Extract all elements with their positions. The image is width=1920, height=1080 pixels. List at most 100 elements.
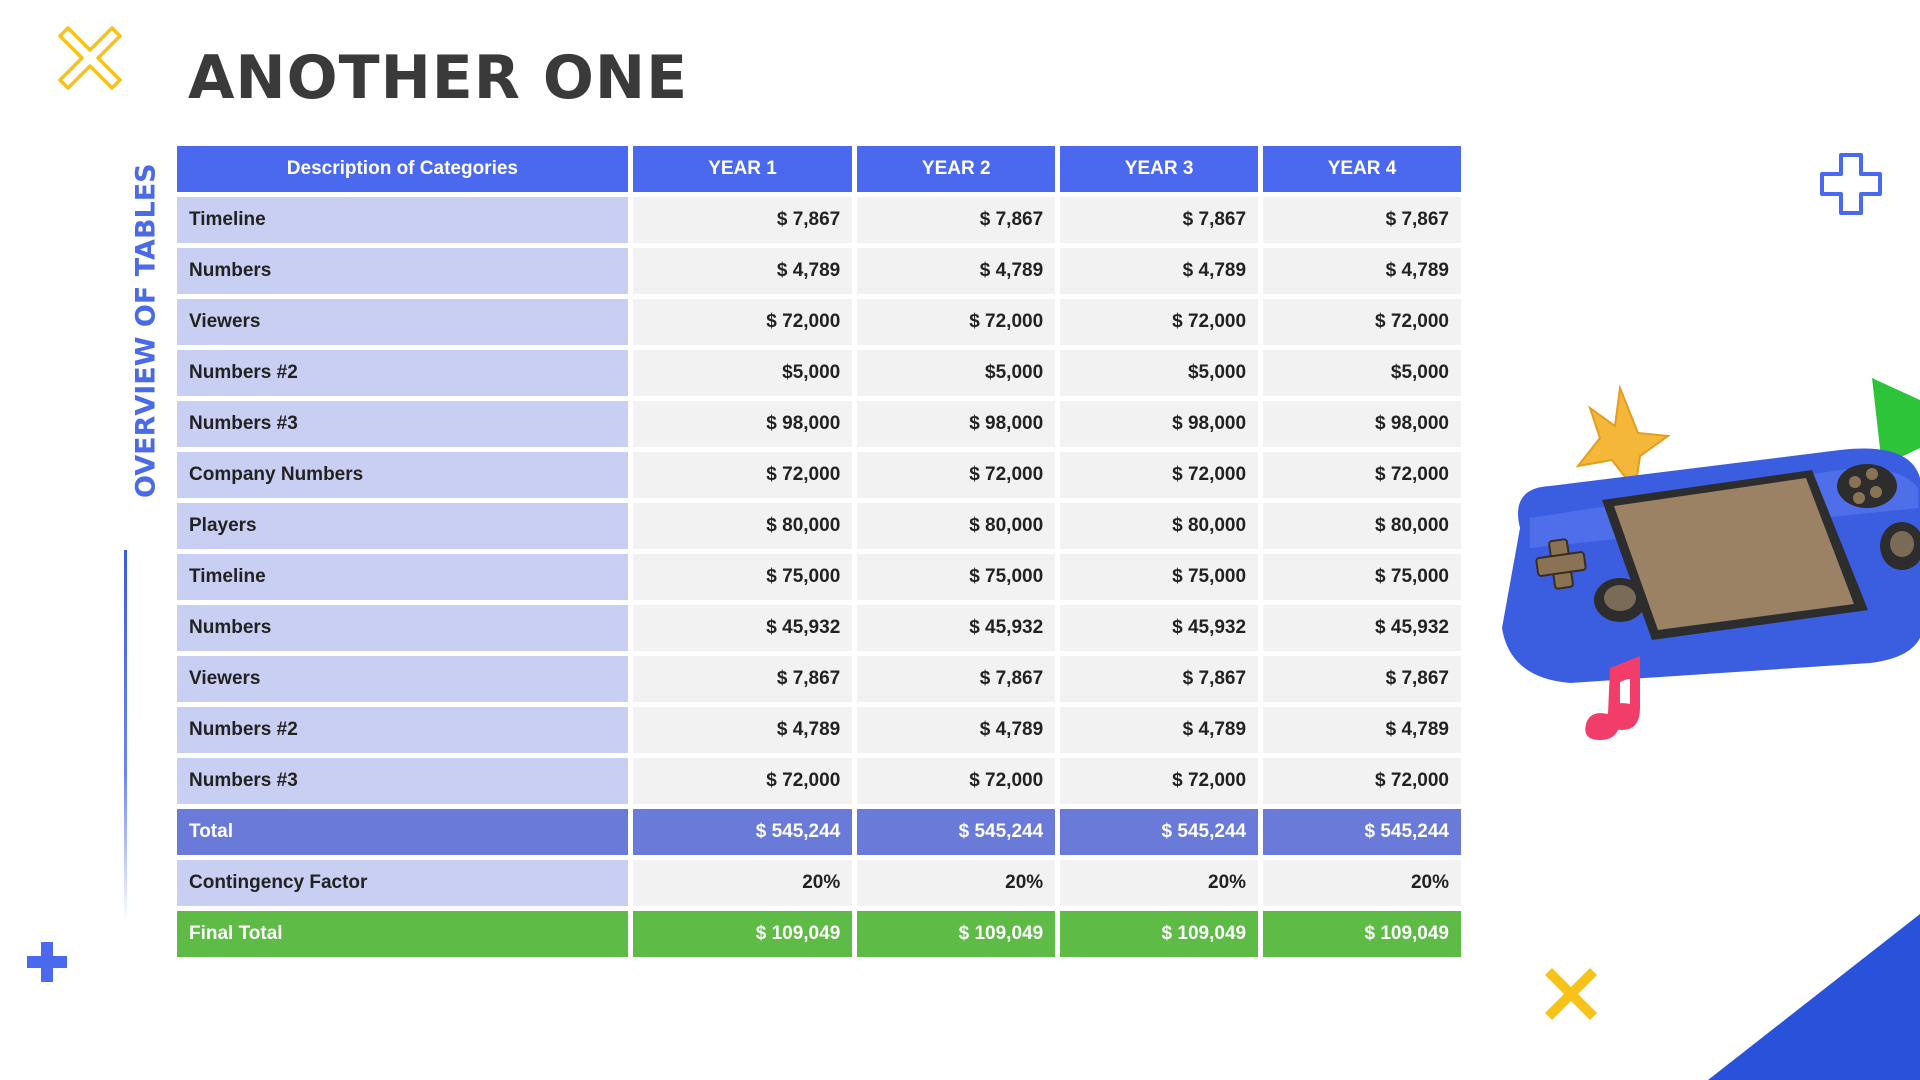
table-row: Numbers $ 4,789 $ 4,789 $ 4,789 $ 4,789 bbox=[177, 248, 1461, 294]
row-value: $5,000 bbox=[857, 350, 1056, 396]
table-row: Company Numbers $ 72,000 $ 72,000 $ 72,0… bbox=[177, 452, 1461, 498]
row-value: $ 72,000 bbox=[857, 758, 1056, 804]
contingency-value: 20% bbox=[1060, 860, 1259, 906]
final-total-row: Final Total $ 109,049 $ 109,049 $ 109,04… bbox=[177, 911, 1461, 957]
final-total-label: Final Total bbox=[177, 911, 628, 957]
row-label: Players bbox=[177, 503, 628, 549]
row-value: $ 4,789 bbox=[632, 248, 853, 294]
play-triangle-icon bbox=[1872, 378, 1920, 466]
row-label: Numbers bbox=[177, 248, 628, 294]
table-row: Numbers $ 45,932 $ 45,932 $ 45,932 $ 45,… bbox=[177, 605, 1461, 651]
row-value: $ 72,000 bbox=[632, 758, 853, 804]
header-description: Description of Categories bbox=[177, 146, 628, 192]
row-value: $ 7,867 bbox=[632, 656, 853, 702]
row-label: Timeline bbox=[177, 554, 628, 600]
table-row: Numbers #2 $5,000 $5,000 $5,000 $5,000 bbox=[177, 350, 1461, 396]
row-value: $ 80,000 bbox=[1060, 503, 1259, 549]
row-value: $ 4,789 bbox=[857, 707, 1056, 753]
table-row: Players $ 80,000 $ 80,000 $ 80,000 $ 80,… bbox=[177, 503, 1461, 549]
total-label: Total bbox=[177, 809, 628, 855]
contingency-value: 20% bbox=[632, 860, 853, 906]
row-value: $ 75,000 bbox=[632, 554, 853, 600]
row-label: Timeline bbox=[177, 197, 628, 243]
row-value: $ 75,000 bbox=[1263, 554, 1461, 600]
total-row: Total $ 545,244 $ 545,244 $ 545,244 $ 54… bbox=[177, 809, 1461, 855]
header-year-3: YEAR 3 bbox=[1060, 146, 1259, 192]
row-value: $ 45,932 bbox=[632, 605, 853, 651]
total-value: $ 545,244 bbox=[857, 809, 1056, 855]
table-row: Numbers #3 $ 98,000 $ 98,000 $ 98,000 $ … bbox=[177, 401, 1461, 447]
row-value: $ 7,867 bbox=[1060, 656, 1259, 702]
side-section-label: OVERVIEW OF TABLES bbox=[130, 163, 162, 498]
row-label: Viewers bbox=[177, 299, 628, 345]
row-value: $ 72,000 bbox=[1263, 299, 1461, 345]
final-total-value: $ 109,049 bbox=[1263, 911, 1461, 957]
table-row: Viewers $ 72,000 $ 72,000 $ 72,000 $ 72,… bbox=[177, 299, 1461, 345]
row-value: $ 75,000 bbox=[857, 554, 1056, 600]
final-total-value: $ 109,049 bbox=[1060, 911, 1259, 957]
row-value: $ 4,789 bbox=[632, 707, 853, 753]
row-value: $ 98,000 bbox=[857, 401, 1056, 447]
row-value: $ 72,000 bbox=[632, 452, 853, 498]
row-value: $ 98,000 bbox=[632, 401, 853, 447]
row-value: $ 7,867 bbox=[1060, 197, 1259, 243]
row-value: $ 80,000 bbox=[857, 503, 1056, 549]
row-label: Numbers bbox=[177, 605, 628, 651]
row-value: $ 4,789 bbox=[1060, 707, 1259, 753]
row-value: $ 4,789 bbox=[1263, 707, 1461, 753]
contingency-value: 20% bbox=[1263, 860, 1461, 906]
row-value: $ 7,867 bbox=[857, 197, 1056, 243]
side-divider-line bbox=[124, 550, 127, 922]
x-icon bbox=[1545, 968, 1597, 1020]
total-value: $ 545,244 bbox=[1263, 809, 1461, 855]
corner-triangle bbox=[1708, 914, 1920, 1080]
row-value: $ 72,000 bbox=[857, 452, 1056, 498]
outline-x-icon bbox=[58, 26, 122, 90]
row-label: Viewers bbox=[177, 656, 628, 702]
contingency-label: Contingency Factor bbox=[177, 860, 628, 906]
row-value: $ 98,000 bbox=[1263, 401, 1461, 447]
total-value: $ 545,244 bbox=[1060, 809, 1259, 855]
row-value: $5,000 bbox=[632, 350, 853, 396]
total-value: $ 545,244 bbox=[632, 809, 853, 855]
outline-plus-icon bbox=[1820, 153, 1882, 215]
contingency-row: Contingency Factor 20% 20% 20% 20% bbox=[177, 860, 1461, 906]
table-row: Timeline $ 7,867 $ 7,867 $ 7,867 $ 7,867 bbox=[177, 197, 1461, 243]
row-value: $ 45,932 bbox=[857, 605, 1056, 651]
final-total-value: $ 109,049 bbox=[857, 911, 1056, 957]
row-value: $ 45,932 bbox=[1060, 605, 1259, 651]
plus-icon bbox=[27, 942, 67, 982]
header-year-4: YEAR 4 bbox=[1263, 146, 1461, 192]
row-label: Numbers #2 bbox=[177, 707, 628, 753]
row-value: $ 72,000 bbox=[1060, 452, 1259, 498]
row-value: $ 72,000 bbox=[1060, 758, 1259, 804]
row-value: $ 7,867 bbox=[1263, 656, 1461, 702]
row-value: $ 4,789 bbox=[857, 248, 1056, 294]
row-label: Numbers #3 bbox=[177, 758, 628, 804]
table-row: Numbers #3 $ 72,000 $ 72,000 $ 72,000 $ … bbox=[177, 758, 1461, 804]
row-value: $ 98,000 bbox=[1060, 401, 1259, 447]
header-year-1: YEAR 1 bbox=[632, 146, 853, 192]
header-year-2: YEAR 2 bbox=[857, 146, 1056, 192]
table-row: Viewers $ 7,867 $ 7,867 $ 7,867 $ 7,867 bbox=[177, 656, 1461, 702]
row-value: $ 72,000 bbox=[1263, 758, 1461, 804]
row-value: $ 72,000 bbox=[857, 299, 1056, 345]
row-value: $ 72,000 bbox=[1263, 452, 1461, 498]
row-value: $ 4,789 bbox=[1263, 248, 1461, 294]
final-total-value: $ 109,049 bbox=[632, 911, 853, 957]
row-value: $5,000 bbox=[1263, 350, 1461, 396]
row-value: $ 75,000 bbox=[1060, 554, 1259, 600]
music-note-icon bbox=[1585, 656, 1640, 740]
table-header-row: Description of Categories YEAR 1 YEAR 2 … bbox=[177, 146, 1461, 192]
row-value: $ 7,867 bbox=[632, 197, 853, 243]
row-label: Company Numbers bbox=[177, 452, 628, 498]
game-console-illustration bbox=[1502, 378, 1920, 740]
star-icon bbox=[1575, 384, 1671, 493]
table-row: Timeline $ 75,000 $ 75,000 $ 75,000 $ 75… bbox=[177, 554, 1461, 600]
row-label: Numbers #3 bbox=[177, 401, 628, 447]
budget-table: Description of Categories YEAR 1 YEAR 2 … bbox=[172, 141, 1466, 962]
row-value: $ 80,000 bbox=[632, 503, 853, 549]
page-title: ANOTHER ONE bbox=[188, 43, 689, 113]
row-value: $ 72,000 bbox=[632, 299, 853, 345]
row-value: $ 7,867 bbox=[857, 656, 1056, 702]
